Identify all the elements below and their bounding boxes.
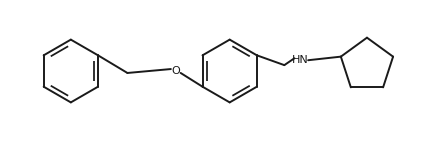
Text: HN: HN	[292, 55, 309, 65]
Text: O: O	[171, 66, 180, 76]
